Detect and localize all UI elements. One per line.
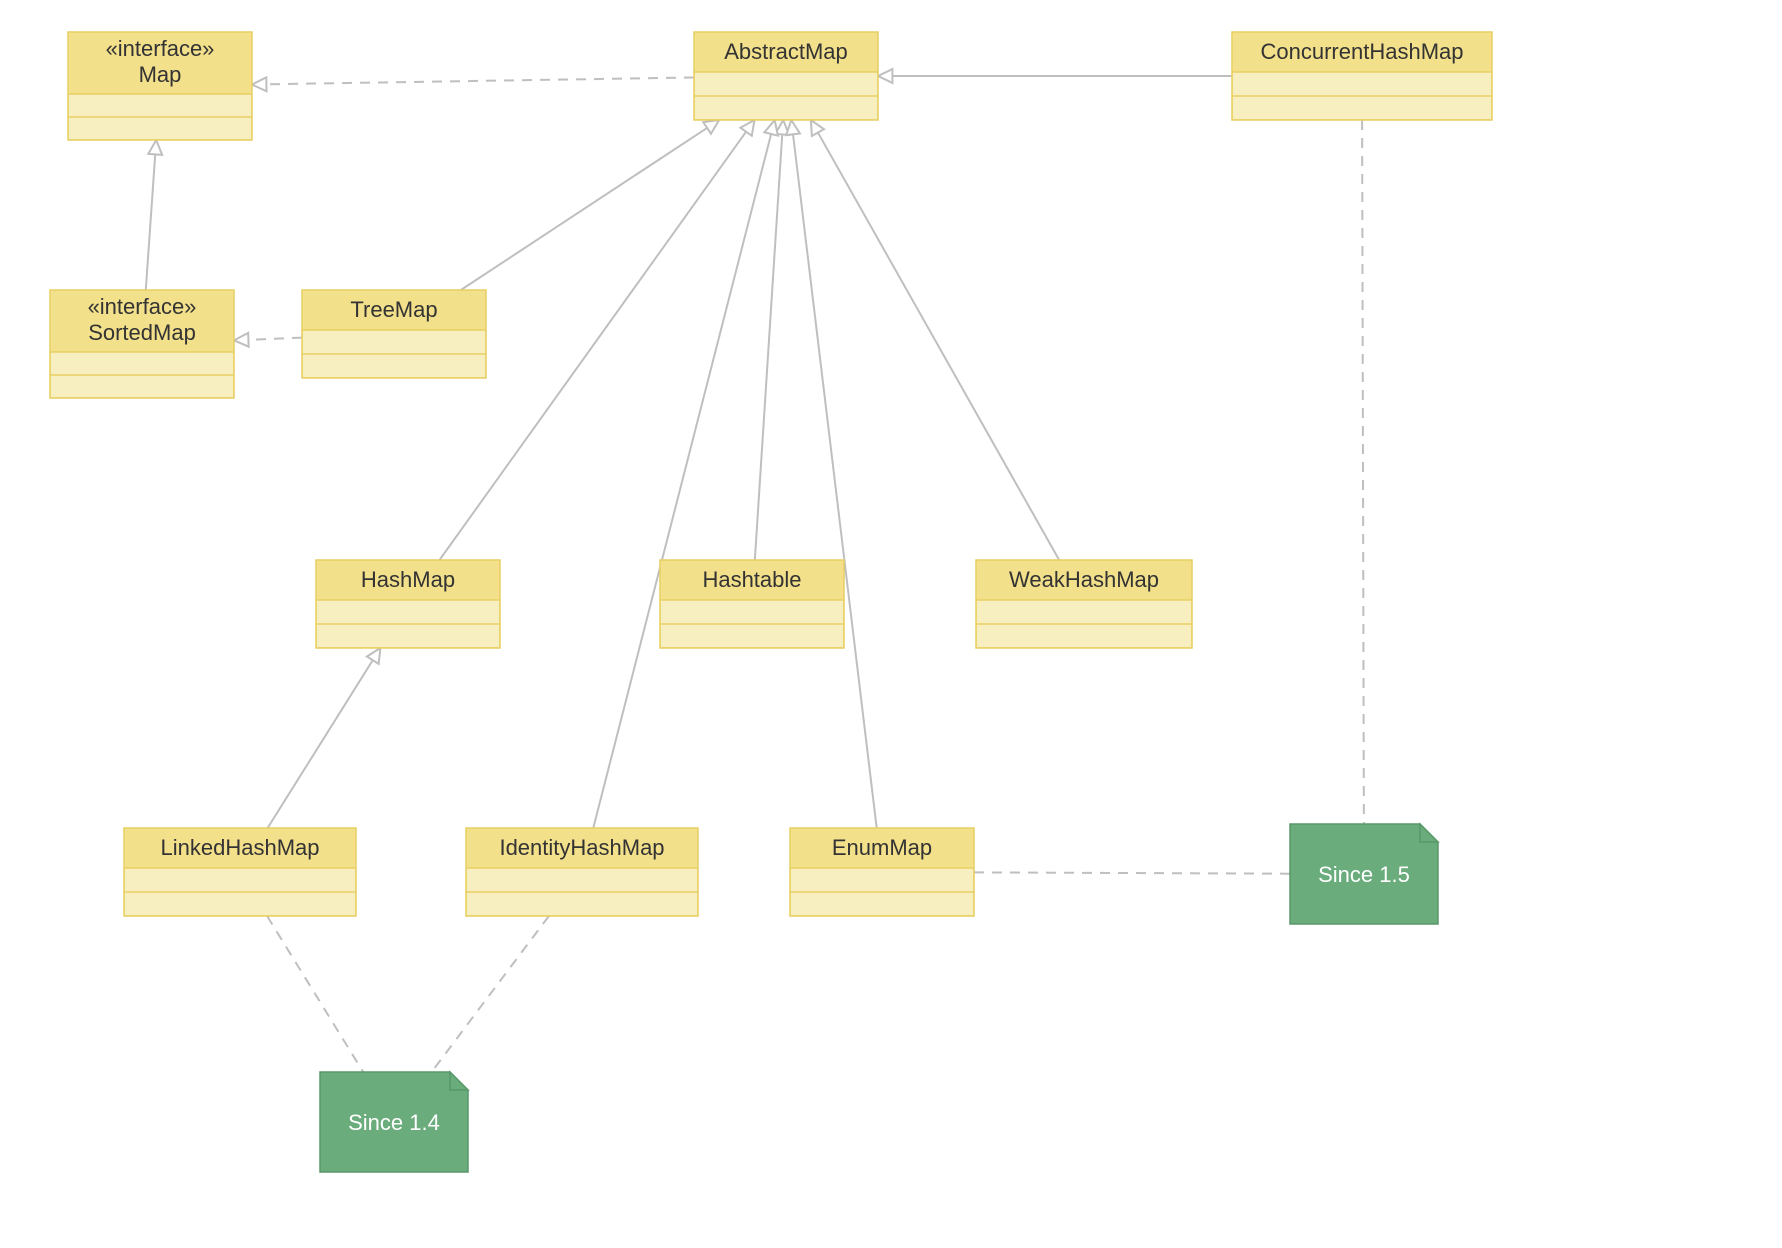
edge-IdentityHashMap-to-AbstractMap: [593, 120, 778, 828]
operations-compartment: [661, 624, 843, 647]
class-name: WeakHashMap: [1009, 567, 1159, 592]
class-name: IdentityHashMap: [499, 835, 664, 860]
edge-TreeMap-to-SortedMap: [234, 333, 302, 347]
edge-line: [432, 916, 549, 1072]
edge-ConcurrentHashMap-to-Note15: [1362, 120, 1364, 824]
operations-compartment: [467, 892, 697, 915]
operations-compartment: [1233, 96, 1491, 119]
attributes-compartment: [977, 600, 1191, 624]
generalization-arrowhead-icon: [740, 120, 754, 136]
note-Note14: Since 1.4: [320, 1072, 468, 1172]
edge-line: [268, 660, 373, 828]
class-name: Hashtable: [702, 567, 801, 592]
class-name: AbstractMap: [724, 39, 848, 64]
edge-line: [593, 134, 771, 828]
note-text: Since 1.4: [348, 1110, 440, 1135]
operations-compartment: [317, 624, 499, 647]
operations-compartment: [977, 624, 1191, 647]
edge-line: [146, 154, 155, 290]
attributes-compartment: [695, 72, 877, 96]
class-EnumMap: EnumMap: [790, 828, 974, 916]
class-AbstractMap: AbstractMap: [694, 32, 878, 120]
attributes-compartment: [125, 868, 355, 892]
attributes-compartment: [661, 600, 843, 624]
edge-line: [793, 134, 877, 828]
class-name: Map: [139, 62, 182, 87]
generalization-arrowhead-icon: [234, 333, 249, 347]
class-WeakHashMap: WeakHashMap: [976, 560, 1192, 648]
attributes-compartment: [467, 868, 697, 892]
generalization-arrowhead-icon: [878, 69, 892, 83]
edge-TreeMap-to-AbstractMap: [461, 120, 719, 290]
operations-compartment: [69, 117, 251, 139]
attributes-compartment: [1233, 72, 1491, 96]
edge-LinkedHashMap-to-Note14: [267, 916, 363, 1072]
class-name: LinkedHashMap: [161, 835, 320, 860]
edge-EnumMap-to-AbstractMap: [786, 120, 877, 828]
class-ConcurrentHashMap: ConcurrentHashMap: [1232, 32, 1492, 120]
edge-IdentityHashMap-to-Note14: [432, 916, 549, 1072]
edge-line: [248, 338, 302, 340]
generalization-arrowhead-icon: [786, 120, 800, 135]
class-HashMap: HashMap: [316, 560, 500, 648]
generalization-arrowhead-icon: [367, 648, 381, 664]
class-IdentityHashMap: IdentityHashMap: [466, 828, 698, 916]
note-Note15: Since 1.5: [1290, 824, 1438, 924]
uml-class-diagram: «interface»MapAbstractMapConcurrentHashM…: [0, 0, 1782, 1248]
edge-line: [267, 916, 363, 1072]
generalization-arrowhead-icon: [252, 77, 267, 91]
generalization-arrowhead-icon: [703, 120, 719, 134]
edge-AbstractMap-to-Map: [252, 77, 694, 91]
attributes-compartment: [303, 330, 485, 354]
attributes-compartment: [317, 600, 499, 624]
edge-LinkedHashMap-to-HashMap: [268, 648, 381, 828]
edge-SortedMap-to-Map: [146, 140, 162, 290]
generalization-arrowhead-icon: [764, 120, 777, 136]
class-SortedMap: «interface»SortedMap: [50, 290, 234, 398]
class-name: SortedMap: [88, 320, 196, 345]
edge-ConcurrentHashMap-to-AbstractMap: [878, 69, 1232, 83]
attributes-compartment: [791, 868, 973, 892]
operations-compartment: [695, 96, 877, 119]
class-stereotype: «interface»: [88, 294, 197, 319]
edge-line: [266, 77, 694, 84]
attributes-compartment: [69, 94, 251, 117]
class-name: ConcurrentHashMap: [1261, 39, 1464, 64]
note-text: Since 1.5: [1318, 862, 1410, 887]
edge-line: [461, 128, 707, 290]
class-name: EnumMap: [832, 835, 932, 860]
class-LinkedHashMap: LinkedHashMap: [124, 828, 356, 916]
class-name: TreeMap: [350, 297, 437, 322]
operations-compartment: [51, 375, 233, 397]
operations-compartment: [791, 892, 973, 915]
nodes-layer: «interface»MapAbstractMapConcurrentHashM…: [50, 32, 1492, 1172]
class-TreeMap: TreeMap: [302, 290, 486, 378]
class-Map: «interface»Map: [68, 32, 252, 140]
edge-WeakHashMap-to-AbstractMap: [811, 120, 1059, 560]
edge-Hashtable-to-AbstractMap: [755, 120, 789, 560]
operations-compartment: [303, 354, 485, 377]
class-Hashtable: Hashtable: [660, 560, 844, 648]
edge-EnumMap-to-Note15: [974, 872, 1290, 873]
operations-compartment: [125, 892, 355, 915]
edge-line: [1362, 120, 1364, 824]
note-dogear-icon: [1420, 824, 1438, 842]
class-stereotype: «interface»: [106, 36, 215, 61]
attributes-compartment: [51, 352, 233, 375]
note-dogear-icon: [450, 1072, 468, 1090]
edge-line: [818, 133, 1059, 560]
edge-line: [974, 872, 1290, 873]
class-name: HashMap: [361, 567, 455, 592]
generalization-arrowhead-icon: [148, 140, 162, 155]
edge-line: [755, 134, 782, 560]
